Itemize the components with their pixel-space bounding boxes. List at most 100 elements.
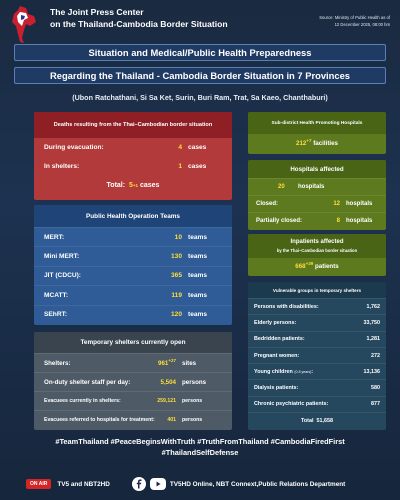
death-row: In shelters: 1 cases xyxy=(34,157,232,176)
team-label: SEhRT: xyxy=(44,311,68,319)
main-title: Situation and Medical/Public Health Prep… xyxy=(14,44,386,61)
shelter-label: On-duty shelter staff per day: xyxy=(44,378,131,386)
shelter-value: 5,504 xyxy=(160,378,176,386)
team-label: JIT (CDCU): xyxy=(44,272,81,280)
press-center-name: The Joint Press Center on the Thailand-C… xyxy=(50,6,260,30)
shelter-value: 401 xyxy=(167,417,176,423)
inpatients-panel: Inpatients affected by the Thai–Cambodia… xyxy=(248,234,386,276)
deaths-total: Total: 5 +1 cases xyxy=(34,176,232,195)
vulnerable-value: 272 xyxy=(371,352,380,359)
vulnerable-label: Persons with disabilities: xyxy=(254,303,319,310)
shelters-panel: Temporary shelters currently open Shelte… xyxy=(34,332,232,430)
inpatients-header: Inpatients affected by the Thai–Cambodia… xyxy=(248,234,386,258)
team-label: MCATT: xyxy=(44,291,69,299)
vulnerable-title: Vulnerable groups in temporary shelters xyxy=(248,282,386,298)
vulnerable-row: Persons with disabilities: 1,762 xyxy=(248,298,386,314)
vulnerable-value: 1,762 xyxy=(366,303,381,310)
facebook-icon xyxy=(131,477,146,491)
hospital-row: Closed: 12 hospitals xyxy=(248,195,386,212)
source-line-1: Source: Ministry of Public Health as of xyxy=(319,15,390,20)
shelter-value: 259,121 xyxy=(157,398,176,404)
vulnerable-label: Bedridden patients: xyxy=(254,336,305,343)
subdistrict-unit: facilities xyxy=(313,140,338,148)
hospital-unit: hospitals xyxy=(346,218,373,224)
vulnerable-total: Total 51,658 xyxy=(248,412,386,428)
vulnerable-row: Elderly persons: 33,750 xyxy=(248,314,386,330)
hospitals-panel: Hospitals affected 20 hospitals Closed: … xyxy=(248,160,386,230)
deaths-panel: Deaths resulting from the Thai–Cambodian… xyxy=(34,112,232,200)
vulnerable-value: 13,136 xyxy=(363,368,381,375)
shelter-unit: persons xyxy=(182,398,203,404)
team-value: 130 xyxy=(170,253,182,261)
main-subtitle: Regarding the Thailand - Cambodia Border… xyxy=(14,67,386,84)
vulnerable-value: 1,281 xyxy=(366,336,381,343)
team-row: Mini MERT: 130 teams xyxy=(34,246,232,265)
shelter-unit: persons xyxy=(182,417,203,423)
team-label: Mini MERT: xyxy=(44,253,80,261)
death-row: During evacuation: 4 cases xyxy=(34,138,232,157)
vulnerable-total-value: 51,658 xyxy=(316,417,333,424)
shelter-row: Evacuees referred to hospitals for treat… xyxy=(34,410,232,429)
total-unit: cases xyxy=(139,182,160,189)
hospital-row: Partially closed: 8 hospitals xyxy=(248,212,386,229)
source-note: Source: Ministry of Public Health as of … xyxy=(270,14,390,28)
org-line-2: on the Thailand-Cambodia Border Situatio… xyxy=(50,19,228,29)
shelters-title: Temporary shelters currently open xyxy=(34,332,232,353)
shelter-row: On-duty shelter staff per day: 5,504 per… xyxy=(34,372,232,391)
total-change: +1 xyxy=(132,183,139,188)
total-label: Total: xyxy=(106,182,126,189)
team-unit: teams xyxy=(188,272,208,280)
team-unit: teams xyxy=(188,233,208,241)
hashtags-line-1: #TeamThailand #PeaceBeginsWithTruth #Tru… xyxy=(55,437,345,446)
inpatients-change: +39 xyxy=(305,261,314,266)
team-unit: teams xyxy=(188,253,208,261)
death-label: During evacuation: xyxy=(44,144,104,151)
shelter-row: Shelters: 961+27 sites xyxy=(34,353,232,372)
hospital-label: Closed: xyxy=(256,201,279,207)
hospital-value: 20 xyxy=(278,184,285,190)
vulnerable-row: Chronic psychiatric patients: 877 xyxy=(248,395,386,412)
hospital-unit: hospitals xyxy=(346,201,373,207)
shelter-label: Evacuees currently in shelters: xyxy=(44,398,121,404)
subdistrict-panel: Sub-district Health Promoting Hospitals … xyxy=(248,112,386,154)
shelter-unit: sites xyxy=(182,359,197,367)
team-unit: teams xyxy=(188,311,208,319)
inpatients-unit: patients xyxy=(314,263,339,271)
vulnerable-row: Bedridden patients: 1,281 xyxy=(248,330,386,347)
team-label: MERT: xyxy=(44,233,65,241)
subdistrict-value: 212 xyxy=(296,140,307,148)
thailand-map-icon xyxy=(12,6,36,43)
on-air-badge: ON AIR xyxy=(26,479,52,489)
shelter-label: Shelters: xyxy=(44,359,71,367)
subdistrict-change: +7 xyxy=(306,138,312,143)
org-line-1: The Joint Press Center xyxy=(50,7,144,17)
shelter-change: +27 xyxy=(168,358,176,364)
shelter-unit: persons xyxy=(182,378,207,386)
vulnerable-row: Dialysis patients: 580 xyxy=(248,379,386,395)
hospitals-title: Hospitals affected xyxy=(248,160,386,178)
vulnerable-label: Chronic psychiatric patients: xyxy=(254,401,329,408)
vulnerable-label: Dialysis patients: xyxy=(254,385,299,392)
hospital-value: 12 xyxy=(333,201,340,207)
vulnerable-label: Elderly persons: xyxy=(254,319,297,326)
team-value: 10 xyxy=(174,233,182,241)
hashtags-line-2: #ThailandSelfDefense xyxy=(161,448,239,457)
hospital-unit: hospitals xyxy=(298,184,325,190)
vulnerable-row: Young children (0-5 years): 13,136 xyxy=(248,363,386,379)
death-unit: cases xyxy=(188,163,207,170)
youtube-icon xyxy=(149,478,166,490)
vulnerable-label: Young children xyxy=(254,368,293,375)
shelter-value: 961 xyxy=(158,360,169,368)
vulnerable-label: Pregnant women: xyxy=(254,352,300,359)
tv-channels: TV5 and NBT2HD xyxy=(57,480,110,488)
source-line-2: 12 December 2025, 08:00 hrs xyxy=(334,22,390,27)
inpatients-title: Inpatients affected xyxy=(290,238,344,245)
death-unit: cases xyxy=(188,144,207,151)
deaths-title: Deaths resulting from the Thai–Cambodian… xyxy=(34,112,232,138)
provinces-list: (Ubon Ratchathani, Si Sa Ket, Surin, Bur… xyxy=(72,93,328,102)
vulnerable-note: (0-5 years) xyxy=(294,369,312,374)
teams-title: Public Health Operation Teams xyxy=(34,205,232,227)
team-value: 120 xyxy=(170,311,182,319)
total-value: 5 xyxy=(128,182,133,189)
team-row: JIT (CDCU): 365 teams xyxy=(34,265,232,285)
